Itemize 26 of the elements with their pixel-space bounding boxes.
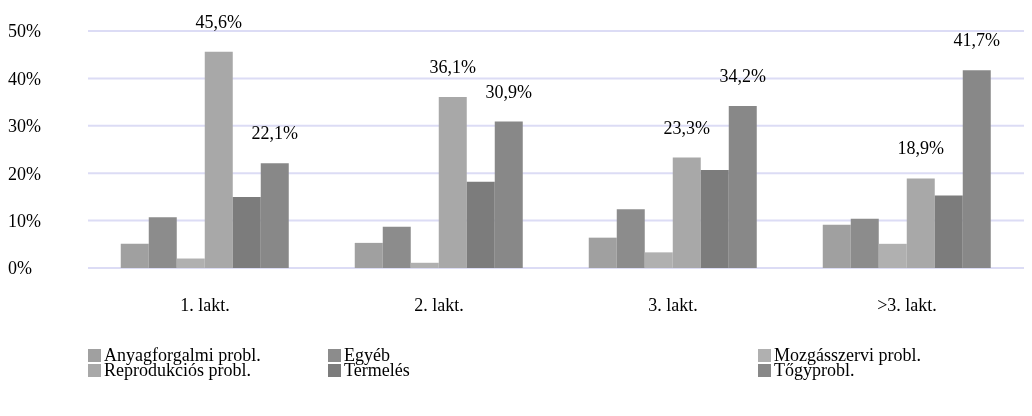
y-tick-label: 30% [8,116,41,137]
y-tick-label: 0% [8,258,32,279]
data-label: 45,6% [195,11,243,32]
x-tick-label: 1. lakt. [180,294,230,315]
y-tick-label: 20% [8,163,41,184]
y-tick-label: 50% [8,21,41,42]
x-tick-label: 2. lakt. [414,294,464,315]
data-label: 30,9% [485,81,533,102]
bar [120,243,149,268]
bar [822,224,851,268]
bar [382,226,411,268]
bar [850,218,879,268]
x-tick-label: 3. lakt. [648,294,698,315]
bar [354,242,383,268]
data-label: 23,3% [663,117,711,138]
y-tick-label: 10% [8,210,41,231]
data-label: 18,9% [897,138,945,159]
data-label: 22,1% [251,123,299,144]
x-tick-label: >3. lakt. [877,294,937,315]
data-label: 41,7% [953,30,1001,51]
bar [588,237,617,268]
bar [148,217,177,268]
data-label: 34,2% [719,65,767,86]
y-tick-label: 40% [8,68,41,89]
bar [616,209,645,268]
data-label: 36,1% [429,56,477,77]
